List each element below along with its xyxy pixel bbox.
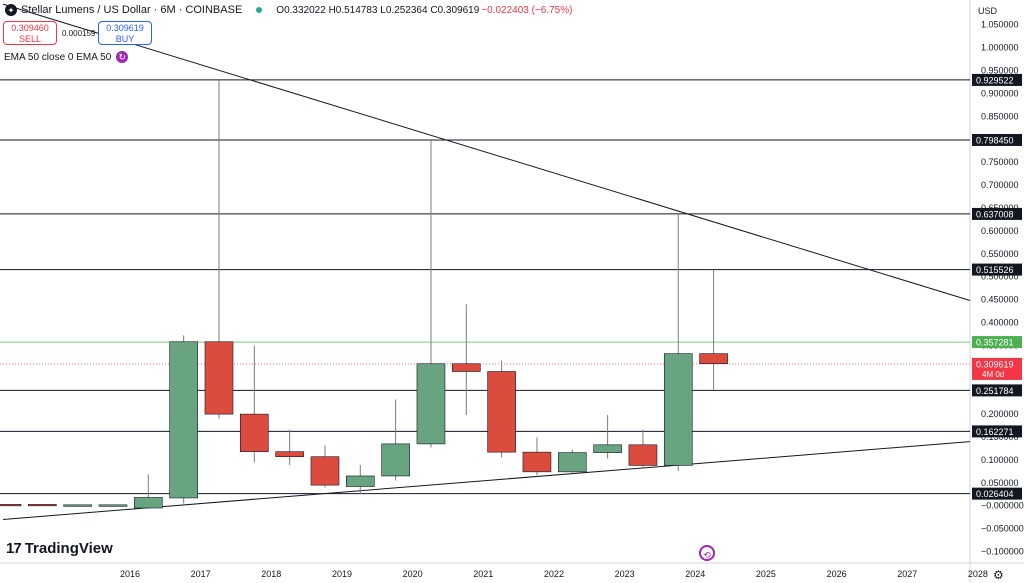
candle-body [169,341,198,499]
y-tick-label: 1.050000 [981,20,1019,30]
candle-body [98,504,128,507]
level-label-bg [972,487,1022,500]
trendline-support [2,441,971,520]
level-label-bg [972,384,1022,397]
y-tick-label: 0.100000 [981,455,1019,465]
last-price-label: 0.309619 [976,359,1014,369]
x-tick-label: 2023 [615,569,635,579]
spread-value: 0.000159 [62,29,96,38]
sell-price: 0.309460 [11,23,49,33]
symbol-title[interactable]: Stellar Lumens / US Dollar · 6M · COINBA… [21,4,243,16]
y-tick-label: 0.950000 [981,66,1019,76]
x-tick-label: 2017 [191,569,211,579]
candle-body [134,497,163,509]
y-tick-label: −0.050000 [981,524,1024,534]
candle-body [345,475,375,487]
stellar-logo-icon: ✦ [5,4,17,16]
market-status-icon [256,7,263,13]
candle-body [663,353,693,466]
candle-body [451,363,481,372]
buy-price: 0.309619 [106,23,144,33]
candle-body [699,353,728,365]
y-tick-label: 0.200000 [981,409,1019,419]
candle-body [275,451,304,458]
x-tick-label: 2027 [897,569,917,579]
candle-body [310,456,340,486]
level-label: 0.162271 [976,427,1014,437]
y-tick-label: 0.850000 [981,111,1019,121]
candle-body [487,371,516,453]
candle-body [381,443,410,477]
candle-body [416,363,446,445]
price-change: −0.022403 (−6.75%) [481,4,573,16]
y-tick-label: 0.600000 [981,226,1019,236]
indicator-legend[interactable]: EMA 50 close 0 EMA 50 ↻ [4,51,129,63]
level-label: 0.251784 [976,386,1014,396]
x-tick-label: 2026 [827,569,847,579]
ohlc-values: O0.332022 H0.514783 L0.252364 C0.309619 [276,4,480,16]
y-tick-label: 0.450000 [981,295,1019,305]
x-tick-label: 2016 [120,569,140,579]
x-tick-label: 2021 [473,569,493,579]
candle-body [557,452,587,473]
sell-label: SELL [18,34,42,44]
chart-header: ✦ Stellar Lumens / US Dollar · 6M · COIN… [0,0,970,20]
level-label: 0.637008 [976,209,1014,219]
y-tick-label: 0.050000 [981,478,1019,488]
level-label-bg [972,73,1022,86]
buy-button[interactable]: 0.309619 BUY [98,21,152,45]
candle-body [240,413,269,452]
ema-value-label: 0.357281 [976,338,1014,348]
y-tick-label: 0.700000 [981,180,1019,190]
sell-button[interactable]: 0.309460 SELL [3,21,57,45]
level-label-bg [972,133,1022,146]
y-tick-label: 0.750000 [981,157,1019,167]
y-tick-label: 0.500000 [981,272,1019,282]
indicator-label: EMA 50 close 0 EMA 50 [4,51,112,63]
candle-body [628,444,658,466]
y-tick-label: 0.550000 [981,249,1019,259]
level-label: 0.929522 [976,75,1014,85]
candle-body [0,504,22,507]
y-tick-label: 0.400000 [981,317,1019,327]
x-tick-label: 2020 [403,569,423,579]
tradingview-mark-icon: 17 [6,540,22,557]
candle-body [63,504,92,507]
x-tick-label: 2025 [756,569,776,579]
candle-body [522,451,552,473]
y-tick-label: 0.900000 [981,88,1019,98]
replay-icon[interactable]: ⟲ [699,545,715,561]
x-tick-label: 2024 [685,569,705,579]
y-tick-label: −0.100000 [981,547,1024,557]
level-label-bg [972,425,1022,438]
level-label-bg [972,207,1022,220]
y-tick-label: 1.000000 [981,43,1019,53]
level-label: 0.515526 [976,265,1014,275]
gear-icon[interactable]: ⚙ [993,568,1004,582]
x-tick-label: 2028 [968,569,988,579]
candle-body [28,504,57,507]
level-label: 0.026404 [976,489,1014,499]
level-label-bg [972,263,1022,276]
level-label: 0.798450 [976,135,1014,145]
candle-body [204,341,234,415]
trendline-resistance [2,3,971,301]
currency-label[interactable]: USD [978,6,998,16]
countdown-label: 4M 0d [982,370,1004,379]
tradingview-logo[interactable]: 17 TradingView [6,540,113,557]
last-price-bg [972,357,1022,380]
x-tick-label: 2018 [261,569,281,579]
x-tick-label: 2019 [332,569,352,579]
x-tick-label: 2022 [544,569,564,579]
ema-value-label-bg [972,336,1022,349]
buy-label: BUY [115,34,135,44]
tradingview-name: TradingView [24,540,113,557]
candle-body [593,444,622,453]
sync-icon[interactable]: ↻ [116,51,129,63]
y-tick-label: −0.000000 [981,501,1024,511]
